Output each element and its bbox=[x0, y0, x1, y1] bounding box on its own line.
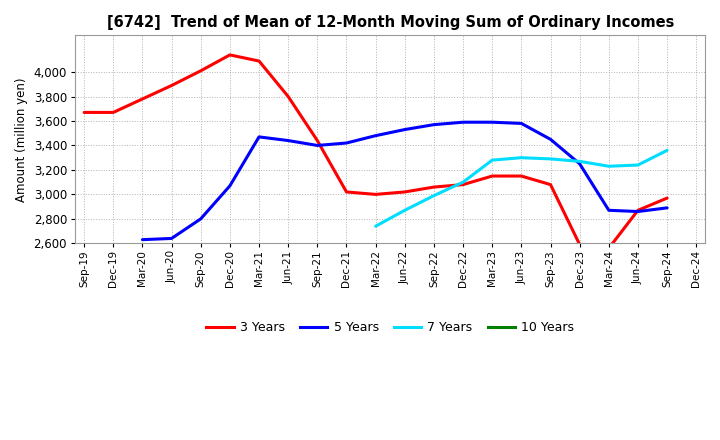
5 Years bbox=[197, 216, 205, 221]
7 Years bbox=[605, 164, 613, 169]
5 Years bbox=[546, 137, 555, 142]
5 Years bbox=[517, 121, 526, 126]
Legend: 3 Years, 5 Years, 7 Years, 10 Years: 3 Years, 5 Years, 7 Years, 10 Years bbox=[201, 316, 580, 339]
3 Years bbox=[634, 208, 642, 213]
5 Years bbox=[342, 140, 351, 146]
3 Years bbox=[517, 173, 526, 179]
7 Years bbox=[400, 208, 409, 213]
7 Years bbox=[575, 159, 584, 164]
3 Years bbox=[605, 246, 613, 251]
3 Years bbox=[430, 184, 438, 190]
3 Years bbox=[663, 195, 672, 201]
3 Years bbox=[488, 173, 497, 179]
7 Years bbox=[430, 193, 438, 198]
5 Years bbox=[167, 236, 176, 241]
5 Years bbox=[459, 120, 467, 125]
3 Years bbox=[80, 110, 89, 115]
Y-axis label: Amount (million yen): Amount (million yen) bbox=[15, 77, 28, 202]
5 Years bbox=[284, 138, 292, 143]
3 Years bbox=[109, 110, 117, 115]
5 Years bbox=[488, 120, 497, 125]
3 Years bbox=[400, 189, 409, 194]
7 Years bbox=[488, 158, 497, 163]
5 Years bbox=[400, 127, 409, 132]
3 Years bbox=[284, 94, 292, 99]
Line: 3 Years: 3 Years bbox=[84, 55, 667, 248]
3 Years bbox=[575, 242, 584, 247]
7 Years bbox=[459, 180, 467, 185]
5 Years bbox=[138, 237, 147, 242]
3 Years bbox=[167, 83, 176, 88]
3 Years bbox=[313, 138, 322, 143]
7 Years bbox=[663, 148, 672, 153]
3 Years bbox=[459, 182, 467, 187]
3 Years bbox=[225, 52, 234, 58]
3 Years bbox=[546, 182, 555, 187]
7 Years bbox=[517, 155, 526, 160]
Line: 7 Years: 7 Years bbox=[376, 150, 667, 226]
5 Years bbox=[372, 133, 380, 138]
5 Years bbox=[430, 122, 438, 127]
3 Years bbox=[255, 59, 264, 64]
3 Years bbox=[342, 189, 351, 194]
7 Years bbox=[634, 162, 642, 168]
5 Years bbox=[575, 161, 584, 166]
5 Years bbox=[634, 209, 642, 214]
3 Years bbox=[372, 192, 380, 197]
Line: 5 Years: 5 Years bbox=[143, 122, 667, 240]
5 Years bbox=[663, 205, 672, 210]
5 Years bbox=[225, 183, 234, 188]
5 Years bbox=[605, 208, 613, 213]
5 Years bbox=[313, 143, 322, 148]
3 Years bbox=[138, 96, 147, 102]
3 Years bbox=[197, 68, 205, 73]
Title: [6742]  Trend of Mean of 12-Month Moving Sum of Ordinary Incomes: [6742] Trend of Mean of 12-Month Moving … bbox=[107, 15, 674, 30]
5 Years bbox=[255, 134, 264, 139]
7 Years bbox=[546, 156, 555, 161]
7 Years bbox=[372, 224, 380, 229]
